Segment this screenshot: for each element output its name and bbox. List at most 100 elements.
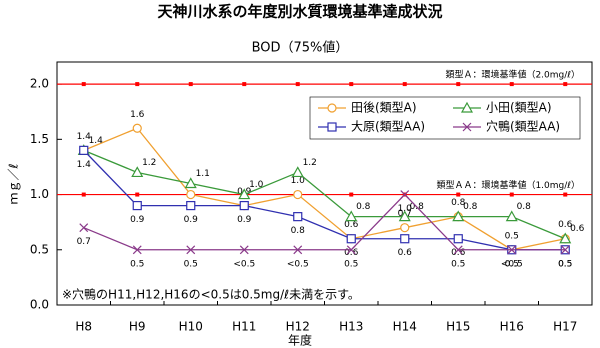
- reference-dot: [563, 192, 568, 197]
- reference-dot: [402, 82, 407, 87]
- point: [400, 223, 410, 233]
- point: [186, 200, 196, 211]
- x-tick-label: H10: [179, 320, 203, 334]
- data-label: 1.4: [77, 132, 92, 142]
- legend-label: 田後(類型A): [351, 101, 417, 115]
- reference-dot: [563, 82, 568, 87]
- data-label: 0.5: [558, 259, 572, 269]
- note: ※穴鴨のH11,H12,H16の<0.5は0.5mg/ℓ未満を示す。: [62, 287, 360, 302]
- reference-dot: [135, 82, 140, 87]
- data-label: <0.5: [287, 259, 309, 269]
- x-tick-label: H17: [553, 320, 577, 334]
- point: [400, 190, 410, 199]
- data-label: 0.7: [77, 237, 91, 247]
- y-axis-label: ｍｇ／ℓ: [7, 163, 21, 204]
- reference-dot: [81, 82, 86, 87]
- data-label: 0.6: [570, 224, 585, 234]
- series-line: [83, 127, 566, 251]
- series-line: [83, 193, 566, 251]
- reference-dot: [188, 82, 193, 87]
- data-label: 0.8: [291, 226, 306, 236]
- y-tick-label: 2.0: [30, 77, 49, 91]
- data-label: 0.8: [517, 202, 532, 212]
- point: [293, 212, 303, 222]
- point: [346, 245, 356, 255]
- reference-dot: [349, 82, 354, 87]
- y-tick-label: 0.0: [30, 298, 49, 312]
- point: [505, 210, 518, 222]
- point: [507, 245, 517, 255]
- x-tick-label: H16: [500, 320, 524, 334]
- reference-dot: [509, 82, 514, 87]
- point: [400, 234, 410, 244]
- data-label: <0.5: [501, 259, 523, 269]
- data-label: 0.5: [130, 259, 144, 269]
- point: [293, 189, 303, 200]
- point: [452, 210, 465, 222]
- data-label: 0.5: [451, 259, 465, 269]
- point: [132, 123, 142, 133]
- data-label: 0.9: [184, 215, 199, 225]
- chart-title: 天神川水系の年度別水質環境基準達成状況: [157, 3, 442, 21]
- point: [132, 200, 142, 211]
- point: [398, 210, 411, 222]
- reference-dot: [242, 82, 247, 87]
- data-label: 0.8: [356, 202, 371, 212]
- data-label: 0.6: [344, 248, 359, 258]
- point: [238, 188, 251, 200]
- point: [453, 234, 463, 244]
- data-label: 1.0: [291, 176, 306, 186]
- legend-label: 大原(類型AA): [351, 120, 425, 134]
- legend-label: 穴鴨(類型AA): [486, 119, 560, 134]
- legend-label: 小田(類型A): [486, 101, 552, 115]
- x-tick-label: H8: [75, 320, 92, 334]
- reference-dot: [456, 82, 461, 87]
- point: [132, 245, 142, 255]
- reference-dot: [349, 192, 354, 197]
- legend-marker: [327, 122, 337, 132]
- point: [560, 245, 570, 255]
- reference-label: 類型Ａ：環境基準値（2.0mg/ℓ）: [445, 69, 580, 81]
- series-line: [83, 149, 566, 251]
- reference-dot: [295, 82, 300, 87]
- series-line: [83, 149, 566, 240]
- x-tick-label: H12: [286, 320, 310, 334]
- reference-dot: [81, 192, 86, 197]
- data-label: 1.0: [249, 180, 264, 190]
- data-label: 1.4: [89, 136, 104, 146]
- point: [239, 200, 249, 211]
- point: [239, 245, 249, 255]
- data-label: 1.2: [142, 158, 156, 168]
- data-label: <0.5: [233, 259, 255, 269]
- legend: [309, 96, 581, 140]
- data-label: 0.5: [184, 259, 198, 269]
- chart-subtitle: BOD（75%値）: [252, 40, 349, 56]
- point: [453, 245, 463, 255]
- data-label: 0.6: [398, 248, 413, 258]
- y-tick-label: 1.5: [30, 132, 49, 146]
- reference-dot: [509, 192, 514, 197]
- y-tick-label: 1.0: [30, 187, 49, 201]
- point: [79, 223, 89, 233]
- point: [293, 245, 303, 255]
- data-label: 0.5: [505, 259, 519, 269]
- data-label: 0.5: [344, 259, 358, 269]
- x-tick-label: H9: [129, 320, 146, 334]
- reference-dot: [456, 192, 461, 197]
- legend-marker: [462, 122, 472, 132]
- legend-marker: [327, 103, 337, 113]
- x-tick-label: H13: [339, 320, 363, 334]
- data-label: 1.4: [77, 160, 92, 170]
- point: [559, 232, 572, 244]
- data-label: 1.2: [303, 158, 317, 168]
- point: [184, 177, 197, 189]
- data-label: 0.6: [451, 248, 466, 258]
- data-label: 0.5: [505, 231, 519, 241]
- data-label: 0.9: [237, 215, 252, 225]
- y-tick-label: 0.5: [30, 242, 49, 256]
- point: [291, 166, 304, 178]
- data-label: 0.5: [558, 259, 572, 269]
- data-label: 0.8: [451, 198, 466, 208]
- point: [186, 189, 196, 200]
